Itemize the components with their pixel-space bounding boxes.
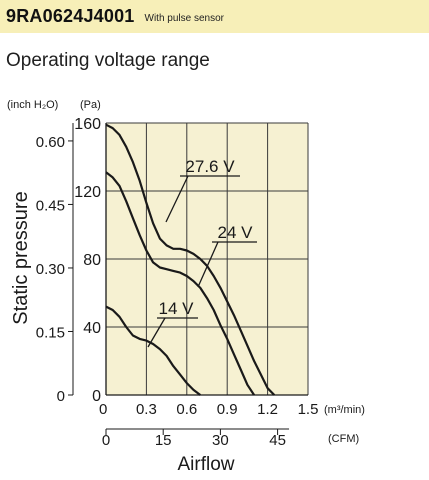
pa-tick-label: 120 [74, 184, 101, 201]
pa-tick-label: 40 [83, 320, 101, 337]
model-header: 9RA0624J4001 With pulse sensor [0, 0, 429, 33]
cfm-tick-label: 30 [212, 432, 229, 449]
x-tick-label: 0.3 [136, 401, 157, 418]
inch-tick-label: 0 [57, 388, 65, 405]
series-line-3 [105, 305, 201, 396]
y-unit-left: (inch H₂O) [7, 99, 58, 111]
annotation-leader [197, 241, 219, 288]
x-tick-label: 0.9 [217, 401, 238, 418]
model-subtitle: With pulse sensor [144, 13, 224, 24]
x-tick-label: 0 [99, 401, 107, 418]
annotation-label: 24 V [218, 223, 254, 242]
inch-tick-label: 0.45 [36, 197, 65, 214]
inch-tick-label: 0.30 [36, 261, 65, 278]
y-axis-title: Static pressure [10, 191, 32, 324]
cfm-tick-label: 45 [269, 432, 286, 449]
x-axis-title: Airflow [177, 454, 234, 475]
series-line-1 [105, 123, 276, 396]
pa-tick-label: 0 [92, 388, 101, 405]
annotation-leader [147, 317, 166, 348]
annotation-label: 27.6 V [185, 157, 235, 176]
x-tick-label: 1.5 [298, 401, 319, 418]
pa-tick-label: 160 [74, 116, 101, 133]
cfm-tick-label: 15 [155, 432, 172, 449]
x-unit-secondary: (CFM) [328, 433, 359, 445]
x-unit-primary: (m³/min) [324, 404, 365, 416]
inch-tick-label: 0.60 [36, 134, 65, 151]
annotation-label: 14 V [159, 299, 195, 318]
series-line-2 [105, 171, 256, 396]
cfm-tick-label: 0 [102, 432, 110, 449]
x-tick-label: 1.2 [257, 401, 278, 418]
section-title: Operating voltage range [6, 50, 210, 71]
pa-tick-label: 80 [83, 252, 101, 269]
annotation-leader [165, 175, 189, 223]
model-number: 9RA0624J4001 [6, 6, 135, 26]
y-unit-right: (Pa) [80, 99, 101, 111]
inch-tick-label: 0.15 [36, 324, 65, 341]
x-tick-label: 0.6 [176, 401, 197, 418]
